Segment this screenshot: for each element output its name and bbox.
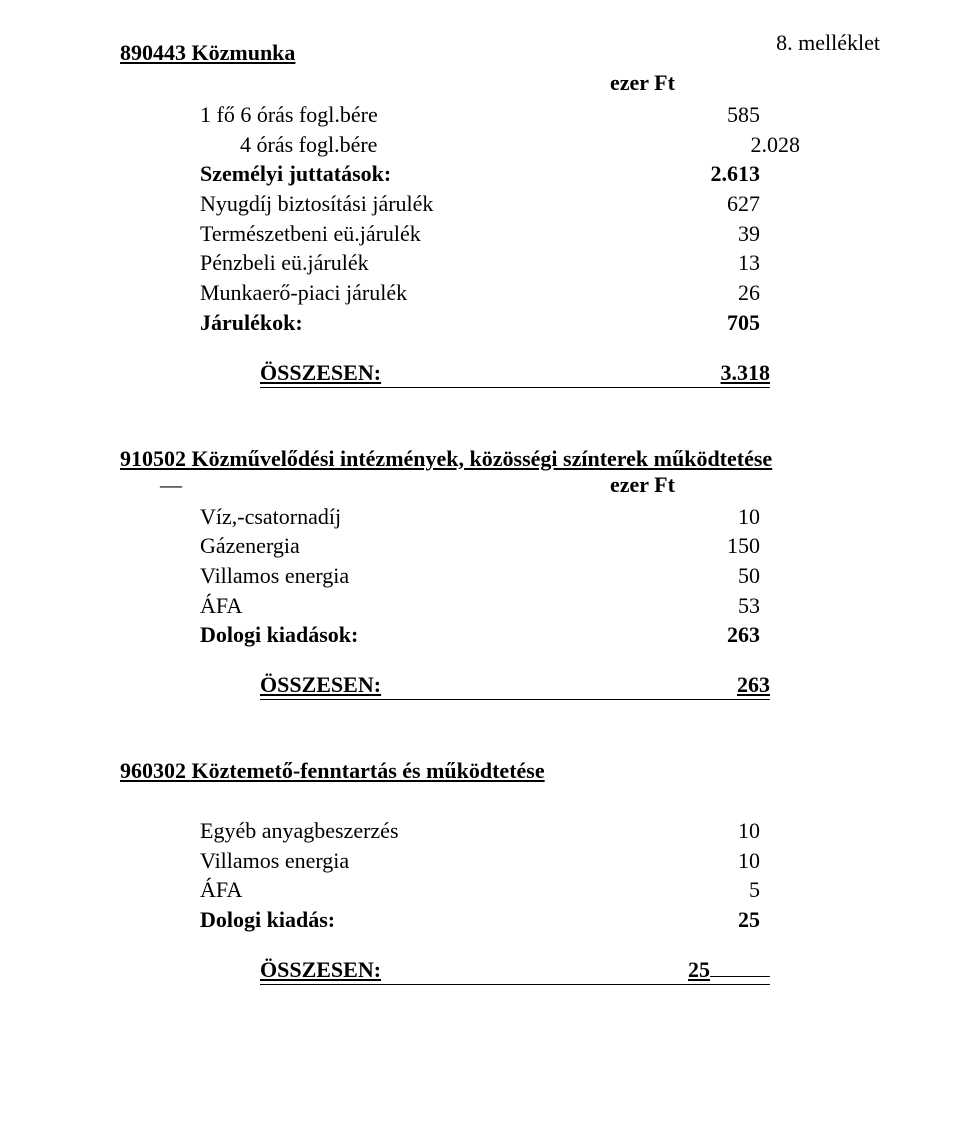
row-label: Dologi kiadás: [200,905,660,935]
table-row: 1 fő 6 órás fogl.bére 585 [200,100,880,130]
total-value-text: 25 [688,957,710,982]
table-row: Járulékok: 705 [200,308,880,338]
table-row: ÁFA 5 [200,875,880,905]
section2-title: 910502 Közművelődési intézmények, közöss… [120,446,880,472]
table-row: Dologi kiadás: 25 [200,905,880,935]
total-value: 25 [630,957,770,983]
row-label: Villamos energia [200,846,660,876]
row-value: 13 [660,248,760,278]
table-row: Villamos energia 10 [200,846,880,876]
table-row: Nyugdíj biztosítási járulék 627 [200,189,880,219]
section1-rows: 1 fő 6 órás fogl.bére 585 4 órás fogl.bé… [200,100,880,338]
page: 8. melléklet 890443 Közmunka ezer Ft 1 f… [0,0,960,1123]
row-value: 627 [660,189,760,219]
row-value: 39 [660,219,760,249]
table-row: Gázenergia 150 [200,531,880,561]
total-label: ÖSSZESEN: [260,957,630,983]
row-label: Víz,-csatornadíj [200,502,660,532]
table-row: 4 órás fogl.bére 2.028 [200,130,880,160]
section1-total: ÖSSZESEN: 3.318 [260,360,770,388]
table-row: Pénzbeli eü.járulék 13 [200,248,880,278]
row-value: 26 [660,278,760,308]
row-value: 150 [660,531,760,561]
table-row: Víz,-csatornadíj 10 [200,502,880,532]
table-row: Egyéb anyagbeszerzés 10 [200,816,880,846]
row-label: Természetbeni eü.járulék [200,219,660,249]
total-value: 3.318 [630,360,770,386]
table-row: Természetbeni eü.járulék 39 [200,219,880,249]
row-value: 10 [660,502,760,532]
row-value: 263 [660,620,760,650]
section2-rows: Víz,-csatornadíj 10 Gázenergia 150 Villa… [200,502,880,650]
row-label: Nyugdíj biztosítási járulék [200,189,660,219]
row-value: 705 [660,308,760,338]
row-value: 585 [660,100,760,130]
total-label: ÖSSZESEN: [260,672,630,698]
table-row: ÁFA 53 [200,591,880,621]
section3-rows: Egyéb anyagbeszerzés 10 Villamos energia… [200,816,880,935]
row-label: Személyi juttatások: [200,159,660,189]
row-value: 50 [660,561,760,591]
row-value: 5 [660,875,760,905]
row-label: Dologi kiadások: [200,620,660,650]
row-label: Munkaerő-piaci járulék [200,278,660,308]
row-label: Pénzbeli eü.járulék [200,248,660,278]
row-label: Gázenergia [200,531,660,561]
section3-title: 960302 Köztemető-fenntartás és működteté… [120,758,880,784]
section2-currency-label: ezer Ft [610,472,880,498]
row-value: 2.028 [700,130,800,160]
row-label: ÁFA [200,875,660,905]
total-label: ÖSSZESEN: [260,360,630,386]
attachment-label: 8. melléklet [776,30,880,56]
row-label: Járulékok: [200,308,660,338]
section1-currency-label: ezer Ft [610,70,880,96]
row-value: 10 [660,816,760,846]
row-label: 4 órás fogl.bére [200,130,700,160]
section2-total: ÖSSZESEN: 263 [260,672,770,700]
table-row: Dologi kiadások: 263 [200,620,880,650]
section1-title: 890443 Közmunka [120,40,880,66]
row-label: Egyéb anyagbeszerzés [200,816,660,846]
row-value: 10 [660,846,760,876]
table-row: Személyi juttatások: 2.613 [200,159,880,189]
section3-total: ÖSSZESEN: 25 [260,957,770,985]
total-value: 263 [630,672,770,698]
row-label: 1 fő 6 órás fogl.bére [200,100,660,130]
row-value: 2.613 [660,159,760,189]
row-value: 25 [660,905,760,935]
row-label: ÁFA [200,591,660,621]
row-value: 53 [660,591,760,621]
table-row: Munkaerő-piaci járulék 26 [200,278,880,308]
underline-icon [710,976,770,977]
table-row: Villamos energia 50 [200,561,880,591]
row-label: Villamos energia [200,561,660,591]
